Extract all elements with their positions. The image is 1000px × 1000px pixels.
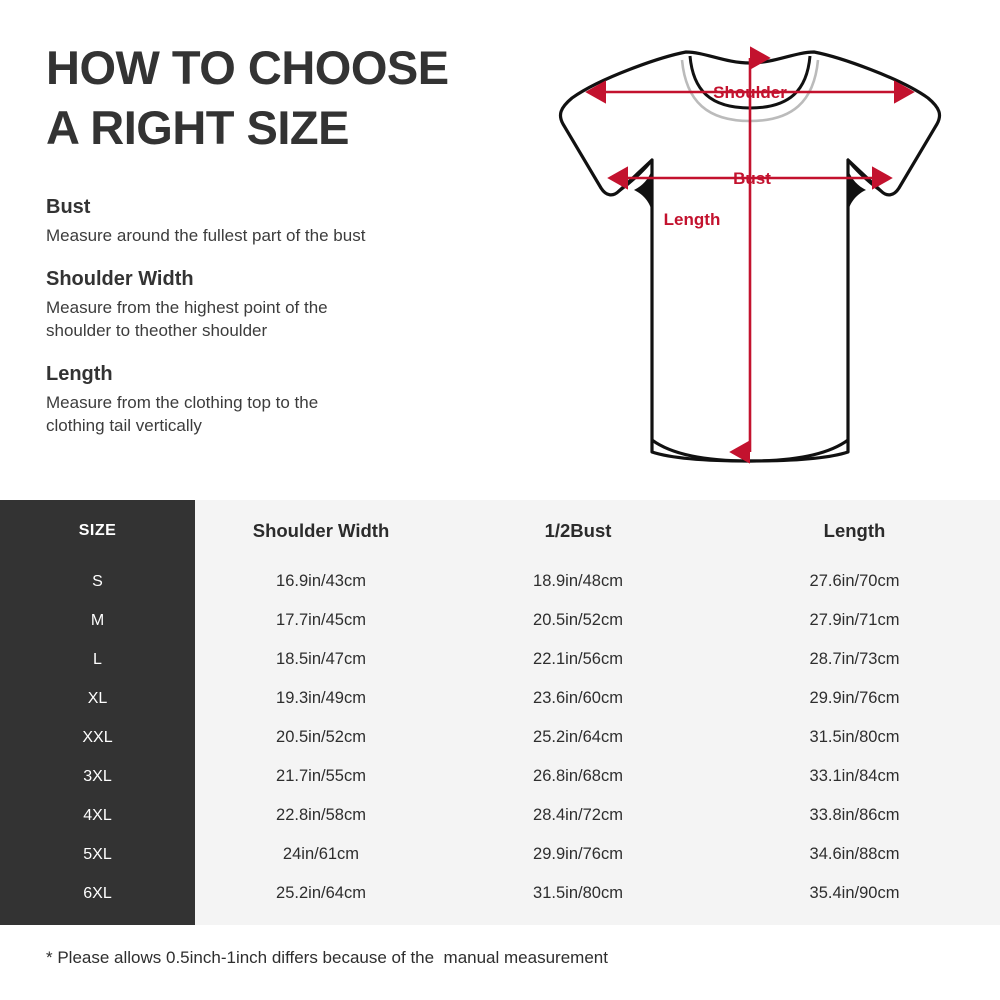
definition-term: Shoulder Width — [46, 267, 194, 290]
size-label: L — [93, 650, 102, 668]
definition-description: Measure around the fullest part of the b… — [46, 226, 366, 246]
size-label: S — [92, 572, 103, 590]
table-row: 25.2in/64cm 31.5in/80cm 35.4in/90cm — [195, 874, 1000, 913]
measurement-disclaimer: * Please allows 0.5inch-1inch differs be… — [46, 948, 608, 967]
tshirt-diagram: Shoulder Bust Length — [500, 20, 1000, 490]
length-label: Length — [664, 210, 721, 229]
size-label: M — [90, 611, 105, 629]
cell-shoulder-width: 20.5in/52cm — [276, 728, 366, 747]
cell-shoulder-width: 25.2in/64cm — [276, 884, 366, 903]
size-label: XL — [87, 689, 108, 707]
table-row: 21.7in/55cm 26.8in/68cm 33.1in/84cm — [195, 757, 1000, 796]
cell-length: 31.5in/80cm — [809, 728, 900, 747]
definition-length: Length Measure from the clothing top to … — [46, 361, 476, 438]
definition-list: Bust Measure around the fullest part of … — [46, 194, 476, 437]
size-label: 5XL — [83, 845, 112, 863]
definition-description: Measure from the highest point of the sh… — [46, 297, 328, 341]
size-cell-row: L — [0, 640, 195, 679]
table-row: 22.8in/58cm 28.4in/72cm 33.8in/86cm — [195, 796, 1000, 835]
cell-shoulder-width: 19.3in/49cm — [276, 689, 366, 708]
size-cell-row: 5XL — [0, 835, 195, 874]
table-row: 24in/61cm 29.9in/76cm 34.6in/88cm — [195, 835, 1000, 874]
cell-length: 28.7in/73cm — [809, 650, 900, 669]
table-row: 17.7in/45cm 20.5in/52cm 27.9in/71cm — [195, 601, 1000, 640]
cell-half-bust: 25.2in/64cm — [533, 728, 623, 747]
page-title: HOW TO CHOOSE A RIGHT SIZE — [46, 41, 449, 155]
size-label: 3XL — [83, 767, 112, 785]
cell-length: 27.9in/71cm — [809, 611, 900, 630]
size-column: SIZE S M L XL XXL 3XL 4XL — [0, 500, 195, 925]
column-header-shoulder-width: Shoulder Width — [252, 519, 390, 541]
cell-half-bust: 23.6in/60cm — [533, 689, 623, 708]
size-label: 4XL — [83, 806, 112, 824]
definition-shoulder-width: Shoulder Width Measure from the highest … — [46, 266, 476, 343]
cell-half-bust: 31.5in/80cm — [533, 884, 623, 903]
cell-shoulder-width: 16.9in/43cm — [276, 572, 366, 591]
table-header-row: Shoulder Width 1/2Bust Length — [195, 500, 1000, 562]
cell-length: 29.9in/76cm — [809, 689, 900, 708]
measurement-columns: Shoulder Width 1/2Bust Length 16.9in/43c… — [195, 500, 1000, 925]
cell-length: 34.6in/88cm — [809, 845, 900, 864]
cell-shoulder-width: 17.7in/45cm — [276, 611, 366, 630]
cell-half-bust: 18.9in/48cm — [533, 572, 623, 591]
size-cell-row: XXL — [0, 718, 195, 757]
size-cell-row: 3XL — [0, 757, 195, 796]
column-header-half-bust: 1/2Bust — [544, 519, 612, 541]
size-label: 6XL — [83, 884, 112, 902]
cell-half-bust: 22.1in/56cm — [533, 650, 623, 669]
definition-term: Length — [46, 362, 113, 385]
cell-length: 33.8in/86cm — [809, 806, 900, 825]
cell-length: 35.4in/90cm — [809, 884, 900, 903]
definition-bust: Bust Measure around the fullest part of … — [46, 194, 476, 247]
table-row: 16.9in/43cm 18.9in/48cm 27.6in/70cm — [195, 562, 1000, 601]
size-header-cell-row: SIZE — [0, 500, 195, 562]
cell-half-bust: 20.5in/52cm — [533, 611, 623, 630]
definition-description: Measure from the clothing top to the clo… — [46, 392, 319, 436]
size-cell-row: 6XL — [0, 874, 195, 913]
size-cell-row: S — [0, 562, 195, 601]
table-row: 20.5in/52cm 25.2in/64cm 31.5in/80cm — [195, 718, 1000, 757]
cell-half-bust: 26.8in/68cm — [533, 767, 623, 786]
cell-length: 27.6in/70cm — [809, 572, 900, 591]
shoulder-label: Shoulder — [713, 83, 787, 102]
cell-shoulder-width: 22.8in/58cm — [276, 806, 366, 825]
table-row: 18.5in/47cm 22.1in/56cm 28.7in/73cm — [195, 640, 1000, 679]
cell-length: 33.1in/84cm — [809, 767, 900, 786]
info-panel: HOW TO CHOOSE A RIGHT SIZE Bust Measure … — [46, 38, 476, 438]
cell-half-bust: 28.4in/72cm — [533, 806, 623, 825]
size-cell-row: 4XL — [0, 796, 195, 835]
bust-label: Bust — [733, 169, 771, 188]
column-header-size: SIZE — [78, 522, 117, 539]
definition-term: Bust — [46, 196, 91, 219]
size-cell-row: M — [0, 601, 195, 640]
cell-shoulder-width: 24in/61cm — [282, 845, 360, 864]
table-row: 19.3in/49cm 23.6in/60cm 29.9in/76cm — [195, 679, 1000, 718]
column-header-length: Length — [823, 519, 886, 541]
cell-shoulder-width: 18.5in/47cm — [276, 650, 366, 669]
size-label: XXL — [82, 728, 113, 746]
cell-half-bust: 29.9in/76cm — [533, 845, 623, 864]
cell-shoulder-width: 21.7in/55cm — [276, 767, 366, 786]
size-table: SIZE S M L XL XXL 3XL 4XL — [0, 500, 1000, 925]
size-cell-row: XL — [0, 679, 195, 718]
